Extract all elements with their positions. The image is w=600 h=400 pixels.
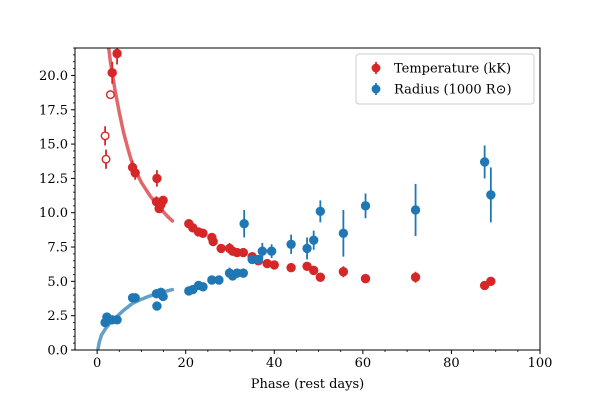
temperature-open-point — [101, 154, 111, 164]
temperature-point — [309, 265, 319, 276]
temperature-point — [360, 273, 371, 284]
radius-point — [158, 291, 168, 302]
y-tick-label: 2.5 — [47, 309, 68, 324]
radius-point — [360, 201, 371, 211]
radius-point — [257, 246, 268, 256]
temperature-point — [107, 68, 117, 78]
x-tick-label: 0 — [93, 356, 101, 371]
legend-label: Temperature (kK) — [394, 62, 511, 77]
radius-point — [239, 219, 249, 229]
radius-point — [338, 228, 349, 239]
legend-label: Radius (1000 R⊙) — [394, 83, 512, 98]
x-tick-label: 80 — [443, 356, 460, 371]
radius-point — [198, 282, 208, 292]
x-axis-label: Phase (rest days) — [251, 377, 365, 392]
y-tick-label: 17.5 — [39, 103, 68, 118]
temperature-point — [130, 168, 140, 178]
temperature-point — [216, 243, 226, 254]
legend-box — [355, 53, 535, 105]
y-tick-label: 12.5 — [39, 172, 68, 187]
radius-point — [266, 246, 277, 256]
y-tick-label: 15.0 — [39, 138, 68, 153]
y-tick-label: 0.0 — [47, 344, 68, 359]
radius-point — [253, 254, 264, 265]
radius-point — [286, 239, 296, 250]
temperature-point — [338, 267, 349, 277]
radius-point — [479, 157, 490, 167]
radius-point — [152, 301, 162, 311]
temperature-open-point — [105, 90, 115, 100]
x-tick-label: 60 — [355, 356, 372, 371]
temperature-point — [198, 228, 208, 239]
radius-point — [410, 205, 421, 215]
y-tick-label: 10.0 — [39, 206, 68, 221]
temperature-point — [208, 236, 218, 247]
temperature-point — [112, 48, 122, 59]
temperature-point — [152, 173, 162, 184]
radius-point — [486, 190, 496, 200]
radius-point — [302, 243, 312, 254]
temperature-point — [286, 262, 296, 273]
radius-point — [315, 206, 326, 217]
radius-point — [130, 293, 140, 303]
y-tick-label: 20.0 — [39, 69, 68, 84]
y-tick-label: 5.0 — [47, 275, 68, 290]
legend-marker — [371, 84, 381, 94]
temperature-point — [158, 195, 168, 206]
y-tick-label: 7.5 — [47, 241, 68, 256]
temperature-point — [269, 260, 279, 270]
temperature-point — [238, 247, 248, 258]
x-tick-label: 20 — [177, 356, 194, 371]
temperature-point — [486, 276, 496, 287]
legend: Temperature (kK) Radius (1000 R⊙) — [355, 53, 535, 105]
radius-point — [112, 315, 122, 325]
legend-marker — [371, 63, 381, 73]
radius-point — [238, 268, 248, 278]
axes: 0 20 40 60 80 100 0.0 2.5 5.0 7.5 10.0 12.5 15.0 17.5… — [39, 47, 553, 392]
temperature-point — [410, 272, 421, 282]
x-tick-label: 100 — [528, 356, 553, 371]
fit-curve-radius — [96, 287, 175, 350]
x-tick-label: 40 — [266, 356, 283, 371]
radius-point — [214, 275, 224, 285]
radius-point — [309, 235, 319, 245]
temperature-point — [315, 272, 326, 282]
temperature-open-point — [100, 131, 110, 141]
data-points — [100, 48, 496, 328]
